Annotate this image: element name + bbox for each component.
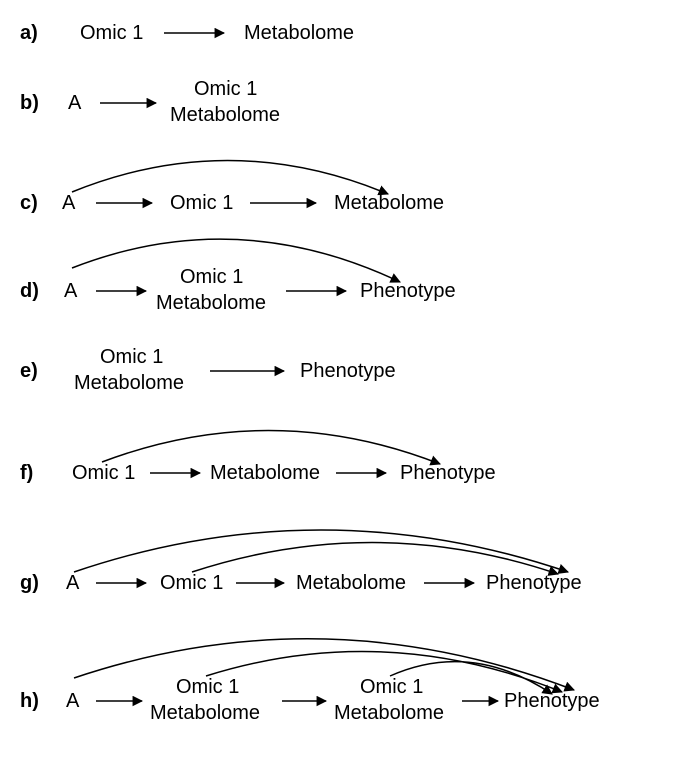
row-c-A: A (62, 192, 75, 215)
row-d-omic1: Omic 1 (180, 266, 243, 289)
row-h-label: h) (20, 690, 39, 713)
row-e-omic1: Omic 1 (100, 346, 163, 369)
row-e-phenotype: Phenotype (300, 360, 396, 383)
row-c-omic1: Omic 1 (170, 192, 233, 215)
diagram-canvas: a) Omic 1 Metabolome b) A Omic 1 Metabol… (0, 0, 692, 762)
row-h-phenotype: Phenotype (504, 690, 600, 713)
row-c-metabolome: Metabolome (334, 192, 444, 215)
arrow-curved-f (102, 430, 440, 464)
row-a-metabolome: Metabolome (244, 22, 354, 45)
row-h-omic1-2: Omic 1 (360, 676, 423, 699)
row-f-omic1: Omic 1 (72, 462, 135, 485)
row-e-label: e) (20, 360, 38, 383)
row-h-metabolome-2: Metabolome (334, 702, 444, 725)
row-d-metabolome: Metabolome (156, 292, 266, 315)
arrow-curved-g (74, 530, 568, 572)
row-g-phenotype: Phenotype (486, 572, 582, 595)
row-b-metabolome: Metabolome (170, 104, 280, 127)
arrow-curved-h (74, 639, 574, 690)
row-d-label: d) (20, 280, 39, 303)
row-b-omic1: Omic 1 (194, 78, 257, 101)
row-e-metabolome: Metabolome (74, 372, 184, 395)
row-b-A: A (68, 92, 81, 115)
row-g-A: A (66, 572, 79, 595)
arrow-curved-g (192, 542, 558, 574)
row-a-omic1: Omic 1 (80, 22, 143, 45)
row-d-A: A (64, 280, 77, 303)
row-c-label: c) (20, 192, 38, 215)
row-d-phenotype: Phenotype (360, 280, 456, 303)
row-f-phenotype: Phenotype (400, 462, 496, 485)
row-a-label: a) (20, 22, 38, 45)
row-b-label: b) (20, 92, 39, 115)
row-h-metabolome-1: Metabolome (150, 702, 260, 725)
row-f-metabolome: Metabolome (210, 462, 320, 485)
arrow-curved-c (72, 160, 388, 194)
row-g-label: g) (20, 572, 39, 595)
row-f-label: f) (20, 462, 33, 485)
row-g-metabolome: Metabolome (296, 572, 406, 595)
row-h-omic1-1: Omic 1 (176, 676, 239, 699)
row-h-A: A (66, 690, 79, 713)
row-g-omic1: Omic 1 (160, 572, 223, 595)
